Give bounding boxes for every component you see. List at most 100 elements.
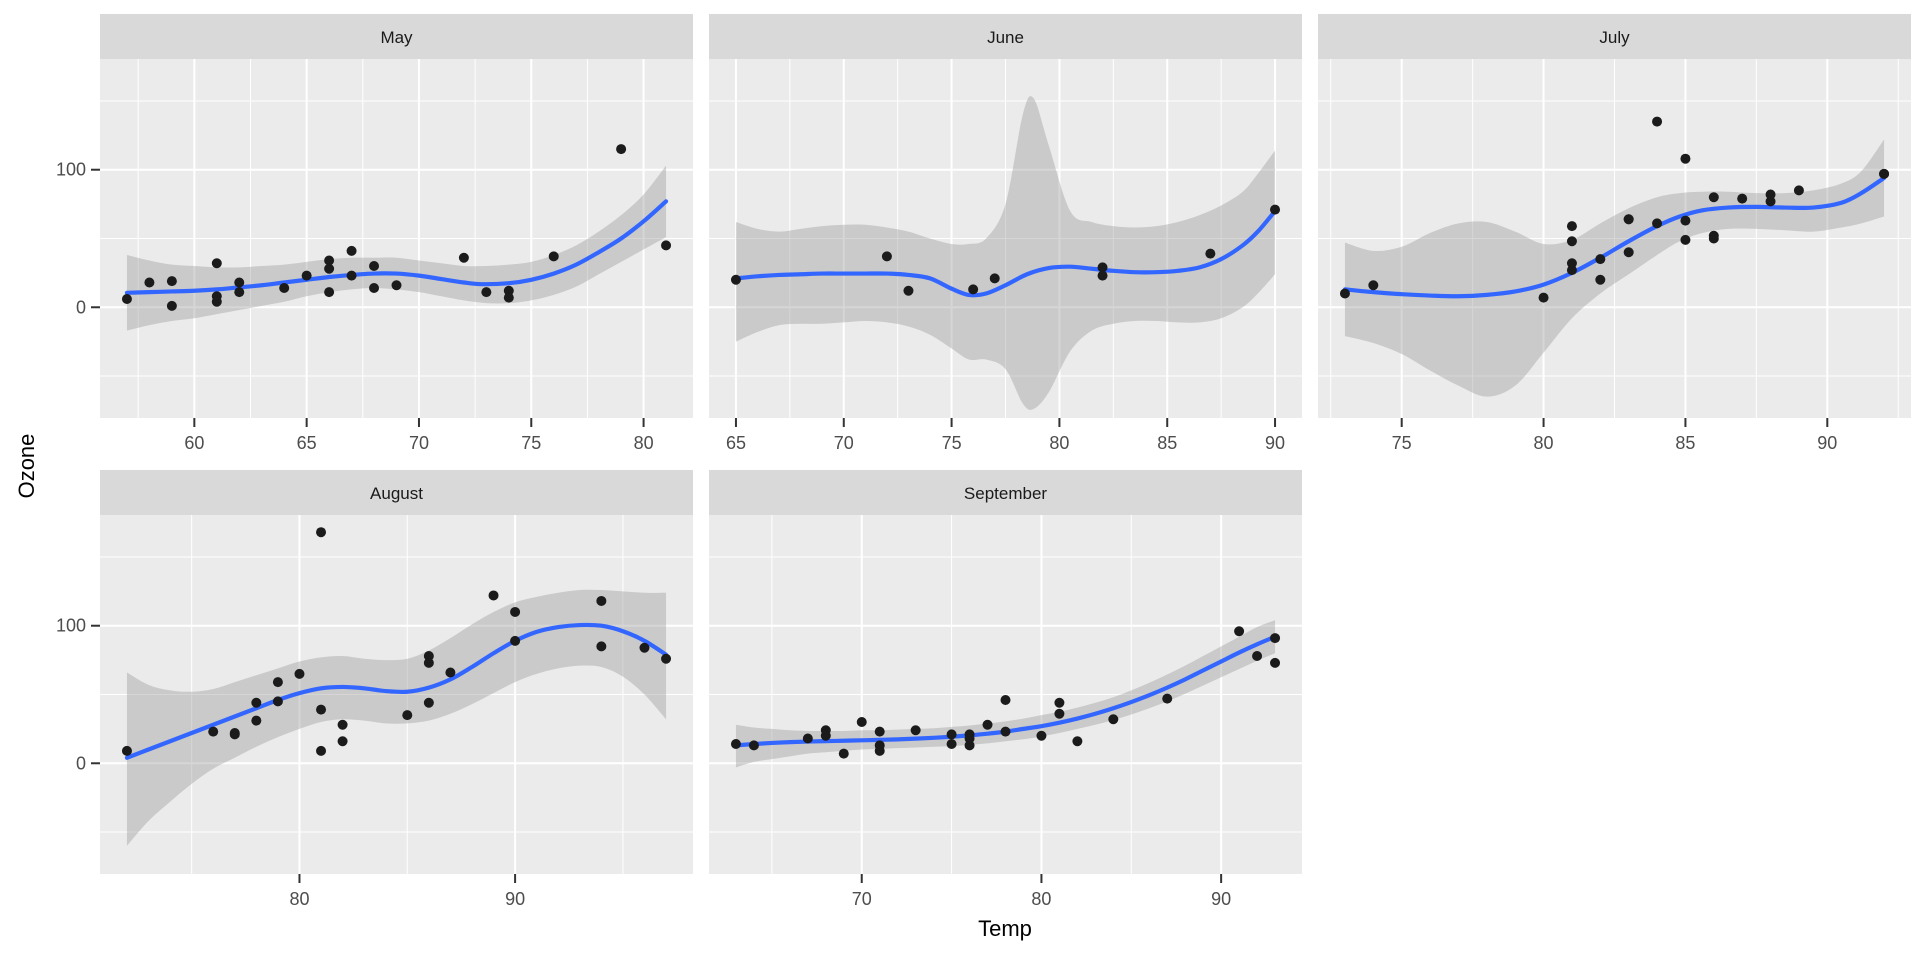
- facet-july: 75 80 85 90 July: [1318, 14, 1911, 453]
- data-point: [1205, 248, 1216, 259]
- data-point: [301, 270, 312, 281]
- loess-smooth-line: [1342, 175, 1887, 299]
- data-point: [369, 283, 380, 294]
- x-tick-label: 80: [1534, 433, 1554, 453]
- data-point: [423, 650, 434, 661]
- facet-august: 80 90 0 100 August: [56, 470, 693, 909]
- data-point: [1566, 265, 1577, 276]
- data-point: [946, 739, 957, 750]
- data-point: [838, 748, 849, 759]
- data-point: [1623, 214, 1634, 225]
- data-point: [616, 144, 627, 155]
- data-point: [272, 696, 283, 707]
- x-tick-label: 70: [834, 433, 854, 453]
- data-point: [166, 300, 177, 311]
- data-point: [503, 292, 514, 303]
- data-point: [1339, 288, 1350, 299]
- data-point: [1680, 234, 1691, 245]
- data-point: [251, 697, 262, 708]
- data-point: [369, 261, 380, 272]
- data-point: [1879, 168, 1890, 179]
- x-tick-label: 80: [1031, 889, 1051, 909]
- confidence-ribbon: [735, 620, 1276, 768]
- data-point: [324, 263, 335, 274]
- x-tick-label: 75: [942, 433, 962, 453]
- data-point: [1708, 192, 1719, 203]
- data-point: [324, 287, 335, 298]
- x-tick-label: 70: [852, 889, 872, 909]
- y-tick-label: 100: [56, 616, 86, 636]
- data-point: [1680, 153, 1691, 164]
- data-point: [1234, 626, 1245, 637]
- data-point: [316, 745, 327, 756]
- data-point: [1737, 193, 1748, 204]
- data-point: [316, 527, 327, 538]
- data-point: [946, 729, 957, 740]
- data-point: [730, 274, 741, 285]
- facet-strip-label: August: [370, 484, 423, 503]
- data-point: [820, 730, 831, 741]
- data-point: [1252, 650, 1263, 661]
- loess-smooth-line: [733, 208, 1278, 298]
- data-point: [1270, 633, 1281, 644]
- x-tick-label: 70: [409, 433, 429, 453]
- data-point: [1793, 185, 1804, 196]
- data-point: [982, 719, 993, 730]
- data-point: [121, 294, 132, 305]
- data-point: [881, 251, 892, 262]
- data-point: [166, 276, 177, 287]
- x-tick-label: 75: [1392, 433, 1412, 453]
- facet-strip: [1318, 14, 1911, 59]
- loess-smooth-line: [124, 622, 669, 760]
- data-point: [1765, 196, 1776, 207]
- facet-strip-label: September: [964, 484, 1047, 503]
- y-tick-label: 0: [76, 297, 86, 317]
- x-tick-label: 90: [1211, 889, 1231, 909]
- data-point: [1708, 233, 1719, 244]
- data-point: [510, 635, 521, 646]
- loess-smooth-line: [124, 199, 669, 295]
- data-point: [445, 667, 456, 678]
- data-point: [423, 697, 434, 708]
- data-point: [1097, 262, 1108, 273]
- data-point: [964, 740, 975, 751]
- data-point: [488, 590, 499, 601]
- x-tick-label: 80: [634, 433, 654, 453]
- data-point: [1595, 254, 1606, 265]
- data-point: [910, 725, 921, 736]
- x-tick-label: 90: [1265, 433, 1285, 453]
- data-point: [234, 287, 245, 298]
- data-point: [1000, 695, 1011, 706]
- data-point: [1368, 280, 1379, 291]
- data-point: [1595, 274, 1606, 285]
- data-point: [211, 296, 222, 307]
- facet-strip-label: July: [1599, 28, 1630, 47]
- data-point: [121, 745, 132, 756]
- x-tick-label: 80: [1049, 433, 1069, 453]
- data-point: [730, 739, 741, 750]
- facet-strip-label: May: [380, 28, 413, 47]
- data-point: [346, 245, 357, 256]
- data-point: [548, 251, 559, 262]
- y-axis-title: Ozone: [14, 433, 39, 499]
- data-point: [802, 733, 813, 744]
- data-point: [1566, 221, 1577, 232]
- data-point: [748, 740, 759, 751]
- x-tick-label: 85: [1675, 433, 1695, 453]
- data-point: [964, 733, 975, 744]
- facet-june: 65 70 75 80 85 90 June: [709, 14, 1302, 453]
- data-point: [294, 668, 305, 679]
- x-tick-label: 90: [505, 889, 525, 909]
- data-point: [1270, 657, 1281, 668]
- confidence-ribbon: [126, 165, 667, 331]
- x-tick-label: 90: [1817, 433, 1837, 453]
- data-point: [1162, 693, 1173, 704]
- confidence-ribbon: [735, 96, 1276, 410]
- data-point: [337, 719, 348, 730]
- x-axis-title: Temp: [978, 916, 1032, 941]
- data-point: [1054, 697, 1065, 708]
- data-point: [596, 595, 607, 606]
- data-point: [1566, 258, 1577, 269]
- y-tick-label: 0: [76, 753, 86, 773]
